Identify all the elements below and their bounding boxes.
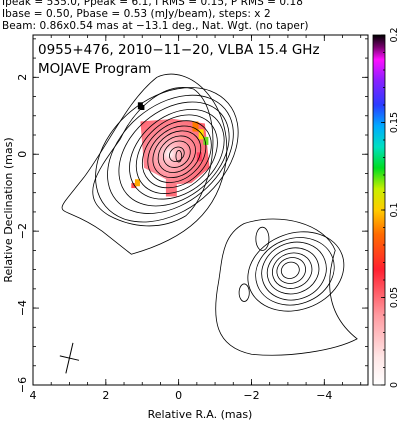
x-tick-label: −2 [243,389,259,402]
jet-component-contour [280,261,300,279]
colorbar-tick-label: 0.05 [389,287,400,308]
colorbar-tick-labels: 0 0.05 0.1 0.15 0.2 [389,27,400,388]
pol-pixel-green [203,136,209,145]
core-contour [157,135,196,173]
axis-ticks [32,35,368,386]
colorbar-tick-label: 0.15 [389,112,400,133]
y-tick-label: 2 [16,74,29,81]
pol-pixel-black [137,102,143,110]
x-tick-label: −4 [316,389,332,402]
plot-subtitle: MOJAVE Program [38,61,151,77]
header-line-2: Ibase = 0.50, Pbase = 0.53 (mJy/beam), s… [2,8,271,20]
contour-lines [59,73,358,374]
core-contour [141,120,212,189]
core-contour [152,130,202,178]
core-contour [95,87,239,223]
x-tick-label: 4 [30,389,37,402]
y-tick-label: −4 [16,300,29,316]
jet-knot-contour-2 [238,283,250,302]
jet-component-contour [272,252,313,289]
second-jet-contour [92,87,214,227]
colorbar-tick-label: 0.1 [389,202,400,217]
colorbar-tick-label: 0.2 [389,27,400,42]
header-line-1: Ipeak = 535.0, Ppeak = 6.1, I RMS = 0.15… [2,0,303,8]
pol-pixel-yellow [198,129,204,140]
y-tick-label: −2 [16,223,29,239]
y-axis-label: Relative Declination (mas) [2,137,15,282]
beam-minor-axis [59,355,80,361]
plot-frame [32,34,369,386]
core-contour [147,125,207,183]
core-contour [135,114,218,194]
axis-tick-labels: 4 2 0 −2 −4 2 0 −2 −4 −6 [16,74,332,402]
core-contour [162,140,191,168]
jet-component-contour [266,247,320,295]
x-axis-label: Relative R.A. (mas) [148,408,253,421]
pol-pixel-orange [192,121,199,132]
pol-pixel-amber [134,179,140,187]
header-line-3: Beam: 0.86x0.54 mas at −13.1 deg., Nat. … [2,20,309,32]
jet-component-contour [261,241,327,301]
core-peak-contour [175,150,183,163]
pol-pixel-red-small [131,183,137,189]
y-tick-label: −6 [16,377,29,393]
x-tick-label: 0 [175,389,182,402]
jet-knot-contour [255,226,270,251]
core-contour [129,109,225,200]
outer-jet-contour [61,73,228,255]
x-tick-label: 2 [102,389,109,402]
colorbar-tick-label: 0 [389,382,400,388]
core-contour [118,101,230,207]
jet-component-contour [276,257,307,284]
y-tick-label: 0 [16,151,29,158]
jet-component-contour [247,231,345,312]
jet-component-outer-contour [215,218,358,356]
jet-component-contour [255,237,335,306]
colorbar-ticks [381,34,385,386]
plot-title: 0955+476, 2010−11−20, VLBA 15.4 GHz [38,42,320,58]
